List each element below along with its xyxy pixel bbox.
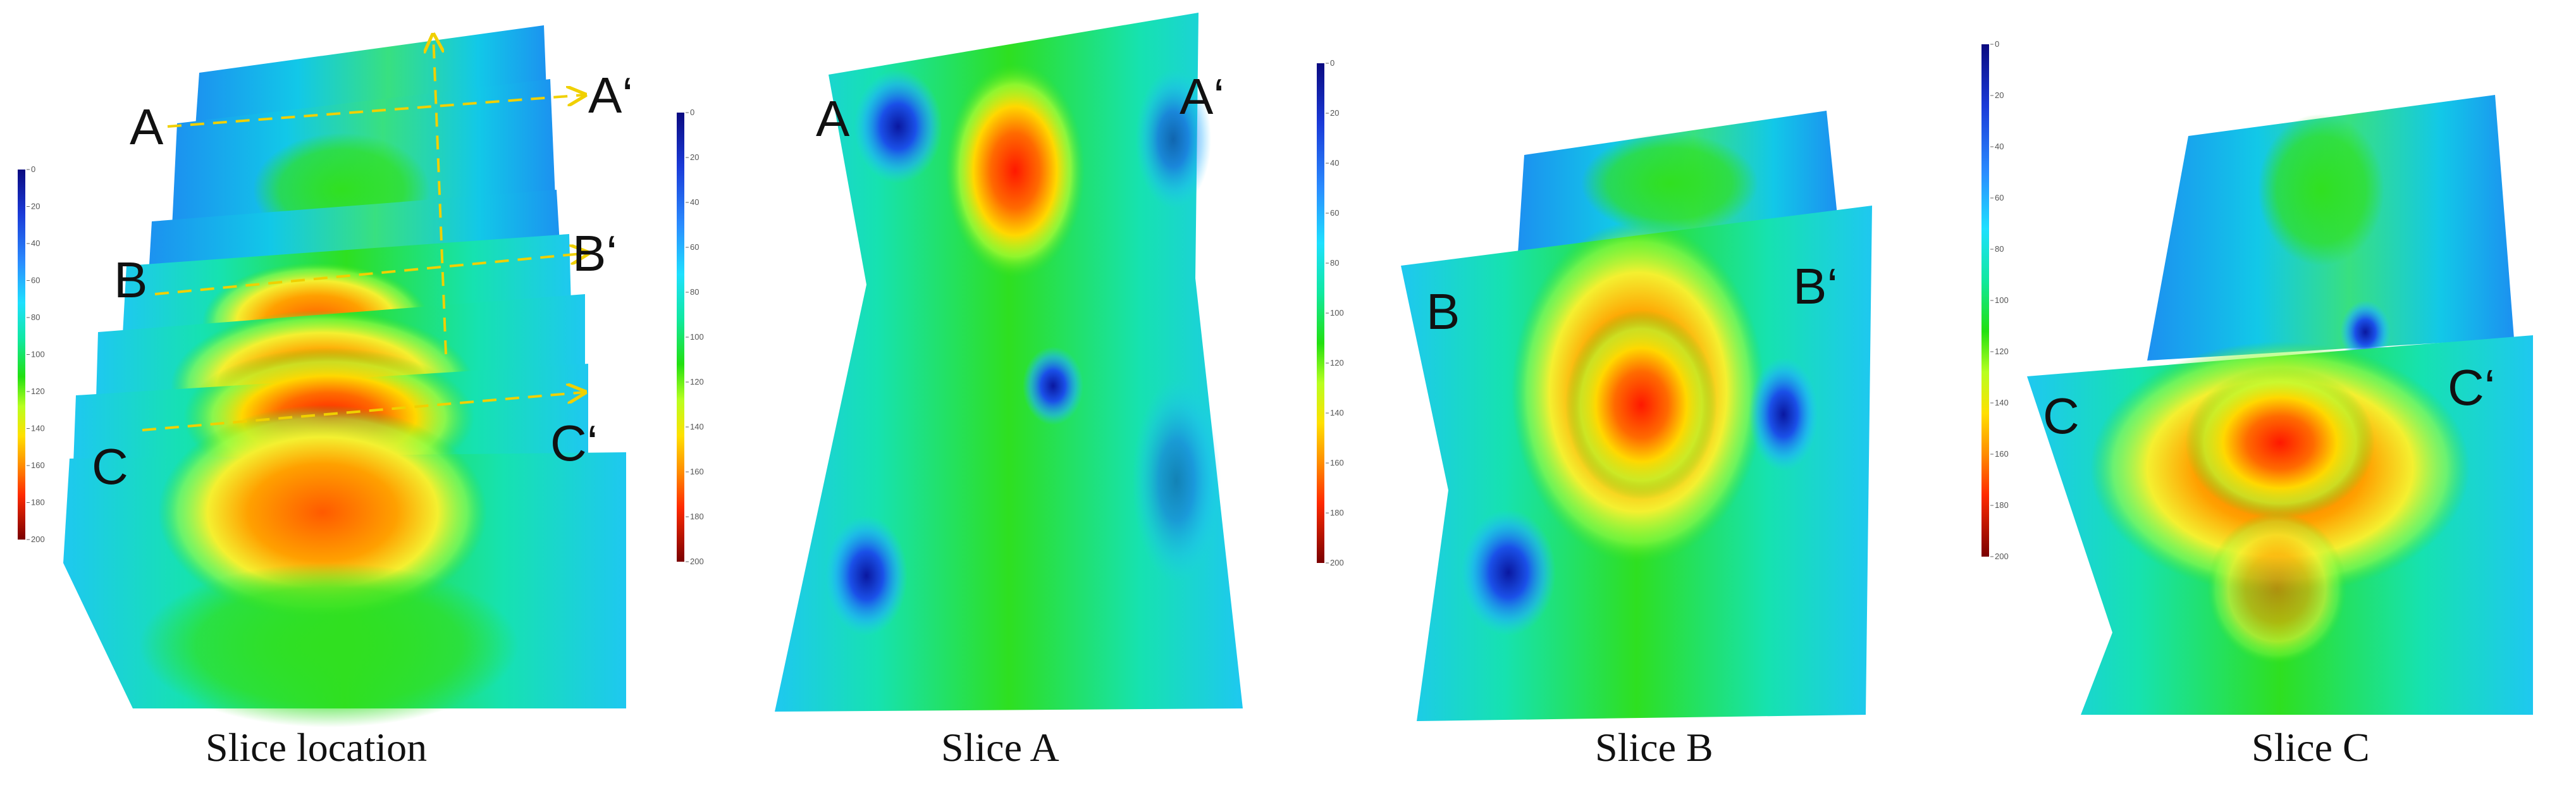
colorbar-left [18,170,25,540]
colorbar-tick-label: 20 [31,202,40,211]
label-b-prime: B‘ [1793,258,1838,314]
label-b: B [1426,283,1460,340]
colorbar-tick-label: 160 [1330,458,1344,467]
colorbar-tick-label: 100 [1330,308,1344,318]
colorbar-tick-label: 140 [1995,398,2009,407]
colorbar-tick-label: 20 [1995,90,2004,100]
colorbar-tick-label: 60 [690,242,699,252]
label-c-prime: C‘ [550,415,598,471]
colorbar-tick-label: 0 [1995,39,1999,49]
colorbar-tick-label: 200 [1330,558,1344,567]
label-c: C [2043,388,2080,444]
colorbar-panel1 [677,113,684,562]
colorbar-tick-label: 120 [1995,347,2009,356]
colorbar-tick-label: 0 [690,108,694,117]
colorbar-tick-label: 80 [1330,258,1339,268]
colorbar-tick-label: 20 [1330,108,1339,118]
label-b: B [114,252,147,308]
colorbar-tick-label: 120 [1330,358,1344,368]
caption-slice-a: Slice A [941,725,1059,770]
stacked-slices [63,25,626,727]
colorbar-tick-label: 40 [31,238,40,248]
panel-slice-c: C C‘ [2027,95,2533,715]
colorbar-tick-label: 60 [1330,208,1339,218]
colorbar-tick-label: 180 [31,498,45,507]
label-b-prime: B‘ [572,225,617,281]
caption-slice-location: Slice location [206,725,428,770]
label-a: A [130,99,164,155]
colorbar-tick-label: 120 [31,386,45,396]
panel-slice-a: A A‘ [775,13,1243,712]
colorbar-tick-label: 140 [690,422,704,431]
colorbar-tick-label: 40 [1330,158,1339,168]
label-c: C [92,438,128,495]
label-a-prime: A‘ [588,67,633,123]
colorbar-tick-label: 0 [1330,58,1334,68]
colorbar-tick-label: 60 [31,276,40,285]
label-a-prime: A‘ [1180,68,1224,125]
colorbar-tick-label: 80 [1995,244,2004,254]
colorbar-ticks: 0204060801001201401601802000204060801001… [27,39,2009,567]
colorbar-panel2 [1317,63,1324,563]
colorbar-tick-label: 120 [690,377,704,386]
colorbar-tick-label: 40 [690,197,699,207]
colorbar-tick-label: 80 [690,287,699,297]
colorbar-tick-label: 160 [1995,449,2009,459]
colorbar-tick-label: 160 [31,460,45,470]
label-c-prime: C‘ [2448,359,2496,416]
panel-slice-b: B B‘ [1401,111,1872,721]
colorbar-tick-label: 0 [31,164,35,174]
colorbar-tick-label: 60 [1995,193,2004,202]
colorbar-tick-label: 200 [1995,552,2009,561]
colorbar-tick-label: 40 [1995,142,2004,151]
colorbar-panel3 [1981,44,1989,557]
label-a: A [816,90,850,147]
colorbar-tick-label: 140 [31,424,45,433]
colorbar-tick-label: 140 [1330,408,1344,417]
colorbar-tick-label: 180 [1330,508,1344,517]
colorbar-tick-label: 100 [1995,295,2009,305]
caption-slice-b: Slice B [1595,725,1713,770]
colorbar-tick-label: 100 [690,332,704,342]
colorbar-tick-label: 20 [690,152,699,162]
slice-guide-lines [142,35,588,431]
panel-slice-location: A A‘ B B‘ C C‘ [18,25,684,727]
caption-slice-c: Slice C [2252,725,2370,770]
colorbar-tick-label: 200 [690,557,704,566]
colorbar-tick-label: 200 [31,534,45,544]
colorbar-tick-label: 80 [31,312,40,322]
colorbar-tick-label: 180 [1995,500,2009,510]
colorbar-tick-label: 160 [690,467,704,476]
colorbar-tick-label: 180 [690,512,704,521]
colorbar-tick-label: 100 [31,350,45,359]
